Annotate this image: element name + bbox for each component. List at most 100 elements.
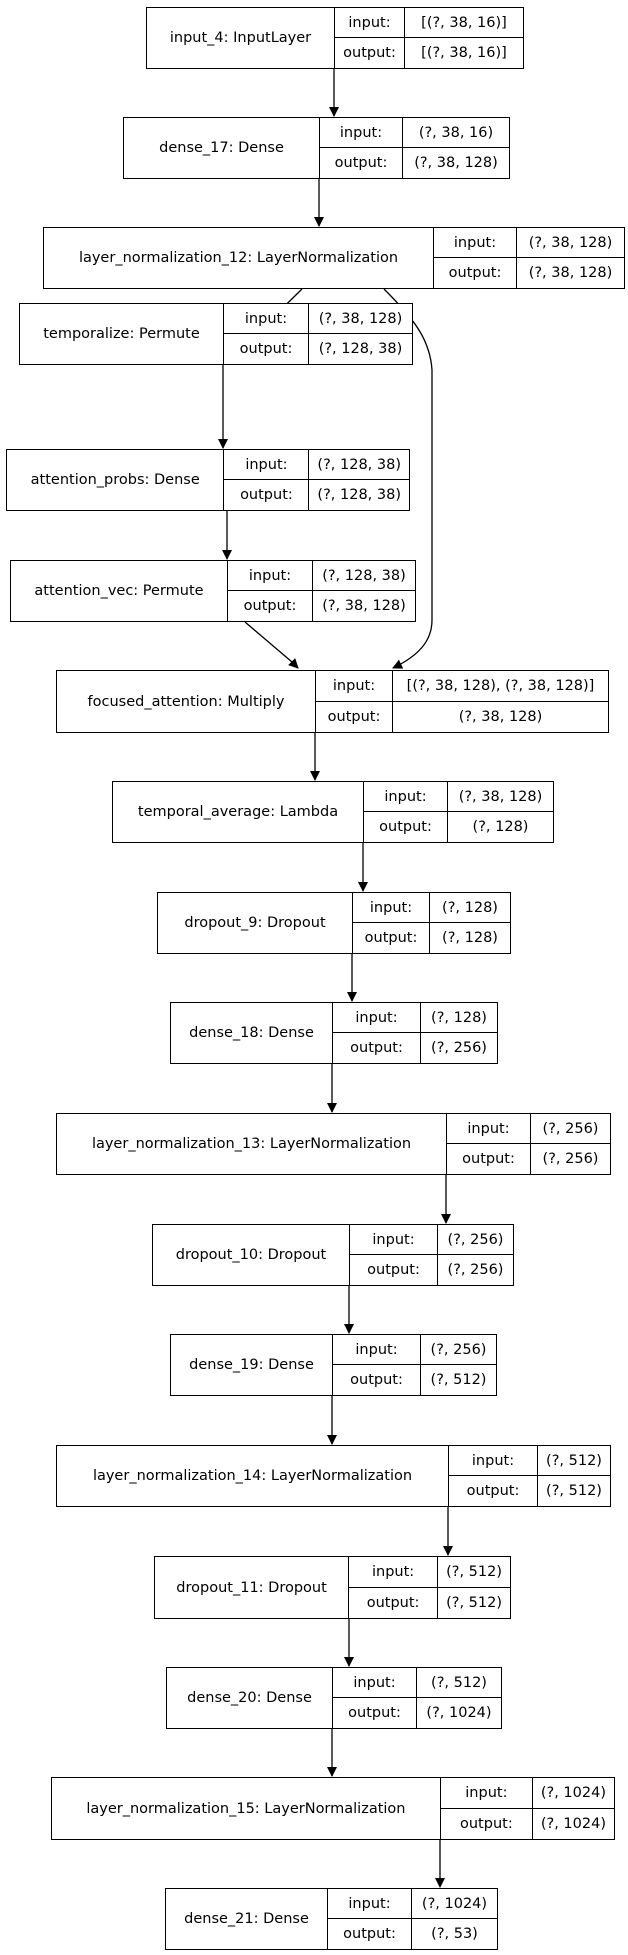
layer-node-dense-17: dense_17: Dense input: (?, 38, 16) output: (…: [123, 117, 510, 179]
output-label: output:: [316, 701, 393, 732]
output-label: output:: [335, 38, 405, 68]
input-label: input:: [440, 1778, 533, 1809]
input-label: input:: [447, 1114, 531, 1144]
output-shape: (?, 38, 128): [458, 708, 543, 725]
edge-attention-vec-to-focused-attention: [244, 621, 299, 669]
output-label: output:: [333, 1033, 421, 1063]
output-shape: (?, 512): [446, 1594, 502, 1611]
input-label: input:: [333, 1668, 417, 1698]
input-shape: (?, 512): [438, 1557, 510, 1588]
layer-node-layer-normalization-15: layer_normalization_15: LayerNormalizati…: [51, 1777, 615, 1840]
output-shape: (?, 512): [430, 1372, 487, 1388]
input-shape: (?, 512): [417, 1668, 501, 1698]
input-label: input:: [333, 1335, 421, 1365]
layer-node-dropout-9: dropout_9: Dropout input: (?, 128) output:(…: [157, 892, 511, 954]
input-label: input:: [328, 1889, 412, 1919]
output-shape: (?, 256): [542, 1151, 599, 1167]
output-shape: (?, 256): [431, 1040, 487, 1056]
output-label: output:: [449, 1476, 538, 1506]
output-label: output:: [328, 1919, 412, 1949]
output-shape: (?, 53): [431, 1926, 478, 1942]
input-label: input:: [349, 1557, 439, 1588]
layer-name: layer_normalization_15: LayerNormalizati…: [52, 1778, 441, 1839]
input-shape: (?, 1024): [412, 1889, 497, 1919]
layer-name: focused_attention: Multiply: [57, 671, 316, 732]
layer-node-temporal-average: temporal_average: Lambda input: (?, 38, 12…: [112, 781, 554, 843]
layer-name: attention_probs: Dense: [7, 450, 225, 510]
output-label: output:: [441, 1808, 533, 1839]
output-label: output:: [228, 591, 313, 621]
output-label: output:: [364, 812, 448, 842]
layer-name: layer_normalization_12: LayerNormalizati…: [44, 228, 434, 288]
layer-name: dropout_10: Dropout: [153, 1225, 350, 1285]
output-label: output:: [320, 148, 403, 178]
layer-node-dense-21: dense_21: Dense input: (?, 1024) output: (?,…: [165, 1888, 498, 1950]
input-shape: [(?, 38, 128), (?, 38, 128)]: [393, 671, 608, 702]
layer-node-dense-18: dense_18: Dense input: (?, 128) output: (?, …: [170, 1002, 498, 1064]
layer-name: layer_normalization_14: LayerNormalizati…: [57, 1446, 449, 1506]
input-label: input:: [228, 561, 313, 591]
layer-node-input-4: input_4: InputLayer input: [(?, 38, 16)] ou…: [146, 7, 524, 69]
layer-name: dense_17: Dense: [124, 118, 320, 178]
layer-name: dense_18: Dense: [171, 1003, 333, 1063]
layer-node-dense-19: dense_19: Dense input: (?, 256) output: (?, …: [170, 1334, 497, 1396]
output-shape: (?, 38, 128): [414, 155, 498, 171]
layer-node-attention-vec: attention_vec: Permute input: (?, 128, 38)…: [10, 560, 416, 622]
output-label: output:: [224, 334, 309, 364]
input-label: input:: [335, 8, 405, 38]
output-shape: (?, 256): [447, 1262, 504, 1278]
output-shape: (?, 128): [472, 819, 529, 835]
input-label: input:: [316, 671, 393, 702]
output-label: output:: [333, 1698, 417, 1728]
input-shape: (?, 1024): [532, 1778, 614, 1809]
input-shape: (?, 38, 128): [448, 782, 553, 812]
output-label: output:: [350, 1255, 438, 1285]
input-shape: (?, 256): [438, 1225, 513, 1255]
input-shape: [(?, 38, 16)]: [405, 8, 523, 38]
input-shape: (?, 128, 38): [309, 450, 409, 480]
layer-node-layer-normalization-14: layer_normalization_14: LayerNormalizati…: [56, 1445, 611, 1507]
output-label: output:: [434, 258, 517, 288]
layer-node-layer-normalization-12: layer_normalization_12: LayerNormalizati…: [43, 227, 625, 289]
output-label: output:: [349, 1587, 439, 1618]
input-label: input:: [364, 782, 448, 812]
output-shape: (?, 1024): [426, 1705, 492, 1721]
layer-name: input_4: InputLayer: [147, 8, 335, 68]
input-shape: (?, 128): [430, 893, 510, 923]
layer-node-temporalize: temporalize: Permute input: (?, 38, 128) ou…: [19, 303, 413, 365]
input-shape: (?, 38, 128): [517, 228, 624, 258]
output-shape: (?, 512): [546, 1483, 602, 1499]
input-label: input:: [224, 304, 309, 334]
output-shape: (?, 38, 128): [528, 265, 613, 281]
input-label: input:: [350, 1225, 438, 1255]
layer-name: dense_20: Dense: [167, 1668, 333, 1728]
output-shape: (?, 128): [442, 930, 498, 946]
input-shape: (?, 38, 16): [403, 118, 509, 148]
input-label: input:: [353, 893, 430, 923]
layer-node-dropout-10: dropout_10: Dropout input: (?, 256) output:…: [152, 1224, 514, 1286]
layer-name: attention_vec: Permute: [11, 561, 228, 621]
output-label: output:: [333, 1365, 421, 1395]
input-label: input:: [333, 1003, 421, 1033]
layer-name: dense_21: Dense: [166, 1889, 328, 1949]
input-label: input:: [449, 1446, 538, 1476]
input-shape: (?, 256): [531, 1114, 610, 1144]
layer-name: temporal_average: Lambda: [113, 782, 364, 842]
layer-name: dropout_9: Dropout: [158, 893, 353, 953]
layer-name: layer_normalization_13: LayerNormalizati…: [57, 1114, 447, 1174]
input-shape: (?, 38, 128): [309, 304, 412, 334]
input-shape: (?, 256): [421, 1335, 496, 1365]
layer-node-dropout-11: dropout_11: Dropout input: (?, 512) output:…: [154, 1556, 511, 1619]
input-label: input:: [320, 118, 403, 148]
output-shape: (?, 1024): [540, 1815, 606, 1832]
layer-node-focused-attention: focused_attention: Multiply input: [(?, 38…: [56, 670, 609, 733]
output-shape: (?, 128, 38): [317, 487, 401, 503]
input-shape: (?, 512): [538, 1446, 610, 1476]
output-label: output:: [353, 923, 430, 953]
layer-name: dropout_11: Dropout: [155, 1557, 350, 1618]
input-label: input:: [224, 450, 310, 480]
layer-name: dense_19: Dense: [171, 1335, 333, 1395]
input-shape: (?, 128, 38): [313, 561, 415, 591]
